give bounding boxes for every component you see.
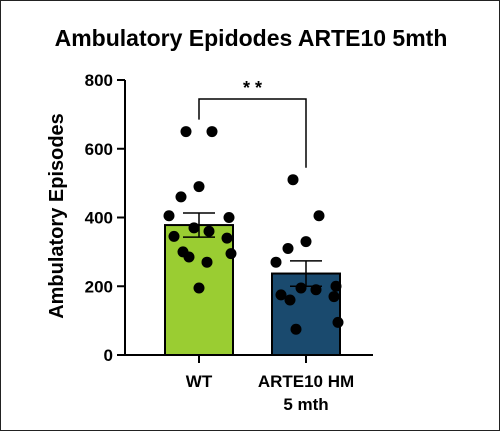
error-bars	[183, 212, 322, 287]
y-tick-label: 600	[85, 140, 113, 159]
data-point	[330, 280, 342, 292]
x-tick-label: 5 mth	[283, 395, 328, 414]
data-point	[201, 256, 213, 268]
data-point	[282, 242, 294, 254]
significance-line	[198, 98, 307, 168]
data-point	[221, 232, 233, 244]
data-point	[180, 126, 192, 138]
y-tick-label: 0	[104, 346, 113, 365]
chart-title: Ambulatory Epidodes ARTE10 5mth	[55, 25, 448, 51]
data-point	[275, 289, 287, 301]
data-point	[163, 210, 175, 222]
data-points	[163, 126, 344, 335]
x-tick-label: ARTE10 HM	[258, 372, 354, 391]
y-axis-label: Ambulatory Episodes	[46, 113, 68, 319]
data-point	[188, 222, 200, 234]
y-tick-label: 200	[85, 277, 113, 296]
data-point	[300, 236, 312, 248]
data-point	[223, 212, 235, 223]
data-point	[193, 181, 205, 193]
x-tick-label: WT	[186, 372, 213, 391]
data-point	[284, 294, 296, 306]
data-point	[168, 230, 180, 242]
data-point	[175, 191, 187, 203]
significance-bracket: * *	[198, 78, 307, 168]
y-tick-label: 400	[85, 209, 113, 228]
y-tick-label: 800	[85, 71, 113, 90]
data-point	[270, 256, 282, 268]
significance-label: * *	[243, 78, 262, 98]
data-point	[193, 282, 205, 294]
data-point	[290, 323, 302, 335]
data-point	[328, 291, 340, 303]
data-point	[295, 282, 307, 294]
axes: 0 200 400 600 800	[85, 71, 373, 365]
data-point	[287, 174, 299, 186]
data-point	[332, 316, 344, 328]
data-point	[225, 248, 237, 260]
data-point	[313, 210, 325, 222]
data-point	[203, 225, 215, 237]
data-point	[183, 251, 195, 263]
category-labels: WT ARTE10 HM 5 mth	[186, 372, 354, 414]
data-point	[206, 126, 218, 138]
